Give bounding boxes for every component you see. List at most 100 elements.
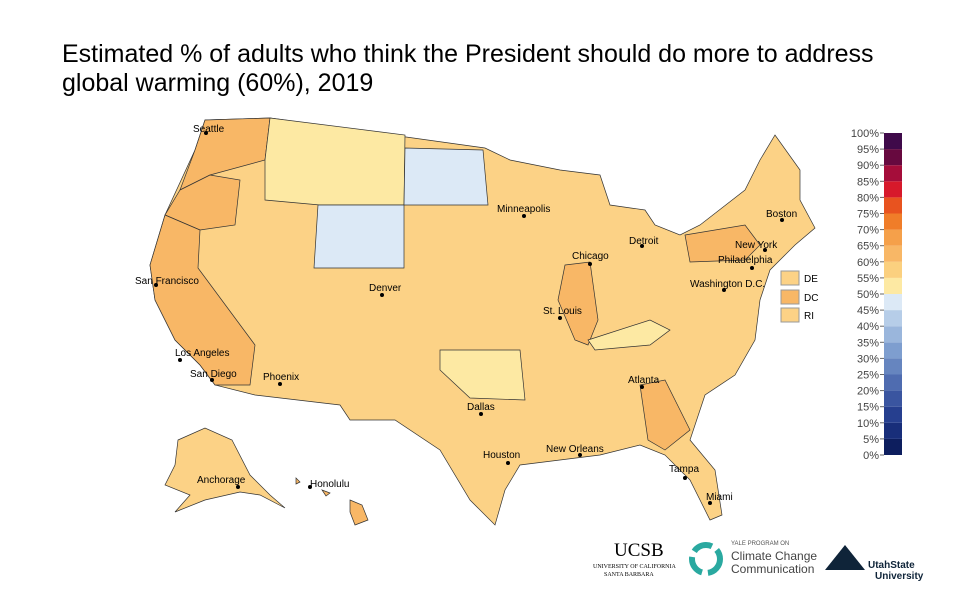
city-dot (578, 453, 582, 457)
city-dot (380, 293, 384, 297)
city-dot (640, 385, 644, 389)
small-state-label: RI (804, 311, 814, 322)
legend-swatch (884, 438, 902, 455)
city-dot (236, 485, 240, 489)
legend-tick-label: 30% (857, 353, 879, 365)
city-label: Washington D.C. (690, 279, 765, 290)
legend-swatch (884, 277, 902, 294)
legend-swatch (884, 229, 902, 246)
city-label: St. Louis (543, 306, 582, 317)
city-dot (278, 382, 282, 386)
legend-swatch (884, 294, 902, 311)
legend-swatch (884, 181, 902, 198)
city-label: Houston (483, 450, 520, 461)
title-line: global warming (60%), 2019 (62, 69, 373, 97)
small-state-label: DE (804, 274, 818, 285)
state (403, 147, 489, 206)
usu-text: University (875, 571, 924, 582)
city-label: San Diego (190, 369, 237, 380)
state (264, 117, 406, 206)
city-dot (780, 218, 784, 222)
usu-icon (825, 545, 865, 570)
yale-icon (689, 542, 723, 576)
small-states: DE DC RI (780, 270, 818, 323)
legend: 0% 5% 10% 15% 20% 25% 30% 35% 40% 45% 50% 55% 60% 65%… (851, 128, 902, 462)
city-dot (154, 283, 158, 287)
legend-tick-label: 45% (857, 305, 879, 317)
legend-tick-label: 40% (857, 321, 879, 333)
city-dot (640, 244, 644, 248)
legend-swatch (884, 374, 902, 391)
yale-text: Communication (731, 562, 814, 576)
legend-tick-label: 10% (857, 418, 879, 430)
legend-tick-label: 100% (851, 128, 879, 140)
legend-tick-label: 70% (857, 225, 879, 237)
usu-text: UtahState (868, 560, 915, 571)
state (587, 319, 671, 351)
state (313, 204, 405, 269)
city-dot (558, 316, 562, 320)
legend-swatch (884, 245, 902, 262)
legend-tick-label: 5% (863, 434, 879, 446)
map (149, 117, 816, 526)
city-label: Honolulu (310, 479, 349, 490)
yale-text: Climate Change (731, 549, 817, 563)
legend-swatch (884, 422, 902, 439)
small-state-box (780, 270, 800, 286)
logos: UCSB UNIVERSITY OF CALIFORNIA SANTA BARB… (593, 540, 924, 582)
city-dot (204, 131, 208, 135)
cities: Seattle San Francisco Los Angeles San Di… (135, 124, 797, 505)
legend-tick-label: 90% (857, 160, 879, 172)
state (639, 379, 691, 451)
city-label: Anchorage (197, 475, 246, 486)
legend-swatch (884, 390, 902, 407)
city-label: Detroit (629, 236, 659, 247)
city-label: New York (735, 240, 778, 251)
yale-top: YALE PROGRAM ON (731, 541, 789, 547)
small-state-label: DC (804, 293, 818, 304)
title-line: Estimated % of adults who think the Pres… (62, 40, 874, 68)
legend-tick-label: 60% (857, 257, 879, 269)
city-label: Miami (706, 492, 733, 503)
legend-swatch (884, 149, 902, 166)
legend-swatch (884, 326, 902, 343)
city-label: Dallas (467, 402, 495, 413)
city-label: Chicago (572, 251, 609, 262)
legend-swatch (884, 261, 902, 278)
city-label: Tampa (669, 464, 699, 475)
city-dot (308, 485, 312, 489)
city-dot (763, 248, 767, 252)
ucsb-sub: UNIVERSITY OF CALIFORNIA (593, 564, 676, 570)
city-label: Atlanta (628, 375, 660, 386)
city-label: Minneapolis (497, 204, 550, 215)
hawaii (295, 477, 369, 526)
city-dot (522, 214, 526, 218)
alaska (164, 427, 286, 513)
small-state-box (780, 307, 800, 323)
city-dot (588, 262, 592, 266)
legend-swatch (884, 358, 902, 375)
legend-swatch (884, 213, 902, 230)
legend-tick-label: 55% (857, 273, 879, 285)
city-label: Seattle (193, 124, 225, 135)
state (684, 224, 761, 263)
state (149, 214, 256, 386)
legend-swatch (884, 165, 902, 182)
city-label: Denver (369, 283, 402, 294)
legend-tick-label: 25% (857, 370, 879, 382)
legend-tick-label: 85% (857, 176, 879, 188)
city-dot (178, 358, 182, 362)
legend-swatch (884, 133, 902, 150)
city-dot (722, 288, 726, 292)
city-label: San Francisco (135, 276, 199, 287)
legend-swatch (884, 197, 902, 214)
city-dot (210, 378, 214, 382)
city-label: Phoenix (263, 372, 299, 383)
legend-tick-label: 75% (857, 209, 879, 221)
legend-tick-label: 95% (857, 144, 879, 156)
small-state-box (780, 289, 800, 305)
legend-tick-label: 15% (857, 402, 879, 414)
legend-tick-label: 20% (857, 386, 879, 398)
city-label: Los Angeles (175, 348, 230, 359)
city-dot (506, 461, 510, 465)
